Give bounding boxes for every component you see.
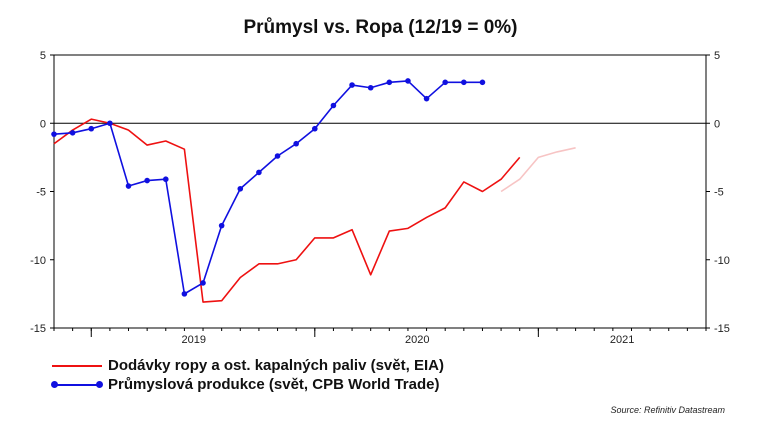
series-point-2 [479,79,486,86]
y-tick-label-right: -5 [714,187,724,199]
series-point-2 [162,176,169,183]
legend-item-oil: Dodávky ropy a ost. kapalných paliv (svě… [52,356,444,375]
series-point-2 [144,177,150,184]
series-point-2 [461,79,467,86]
y-tick-label-right: -10 [714,255,730,267]
series-line-2 [53,80,483,295]
legend-label-oil: Dodávky ropy a ost. kapalných paliv (svě… [108,357,444,374]
series-point-2 [69,130,76,136]
legend-swatch-oil [52,356,102,375]
series-point-2 [386,79,393,86]
chart-title: Průmysl vs. Ropa (12/19 = 0%) [243,17,518,38]
series-point-2 [218,222,225,229]
series-point-2 [125,183,132,189]
y-tick-label-left: 5 [40,50,46,62]
plot-frame [53,54,707,329]
legend-label-industry: Průmyslová produkce (svět, CPB World Tra… [108,376,440,393]
y-tick-label-right: 0 [714,118,720,130]
series-point-2 [51,131,57,137]
series-layer [51,78,576,303]
series-point-2 [423,95,430,102]
series-point-2 [88,125,95,132]
series-point-2 [349,82,355,88]
series-point-2 [200,280,206,286]
y-tick-label-right: 5 [714,50,720,62]
series-point-2 [312,125,318,132]
legend-swatch-industry [51,375,103,394]
axes-group: 5 5 0 0 -5 -5 -10 -10 -15 -15 2019 2020 2021 [30,50,730,346]
series-point-2 [442,79,449,86]
legend: Dodávky ropy a ost. kapalných paliv (svě… [51,356,444,394]
y-tick-label-left: -5 [36,187,46,199]
series-line-1 [500,147,576,193]
series-point-2 [330,102,337,109]
series-line-0 [53,118,521,303]
source-note: Source: Refinitiv Datastream [610,405,725,415]
y-tick-label-right: -15 [714,323,730,335]
x-tick-label: 2020 [405,334,429,346]
legend-item-industry: Průmyslová produkce (svět, CPB World Tra… [51,375,444,394]
series-point-2 [293,140,299,147]
series-point-2 [367,84,374,91]
series-point-2 [274,153,281,159]
series-point-2 [405,78,411,84]
y-tick-label-left: -10 [30,255,46,267]
y-tick-label-left: -15 [30,323,46,335]
series-point-2 [256,169,262,176]
series-point-2 [181,291,188,297]
series-point-2 [107,120,113,127]
y-tick-label-left: 0 [40,118,46,130]
x-tick-label: 2019 [181,334,205,346]
series-point-2 [237,185,244,192]
x-tick-label: 2021 [610,334,634,346]
